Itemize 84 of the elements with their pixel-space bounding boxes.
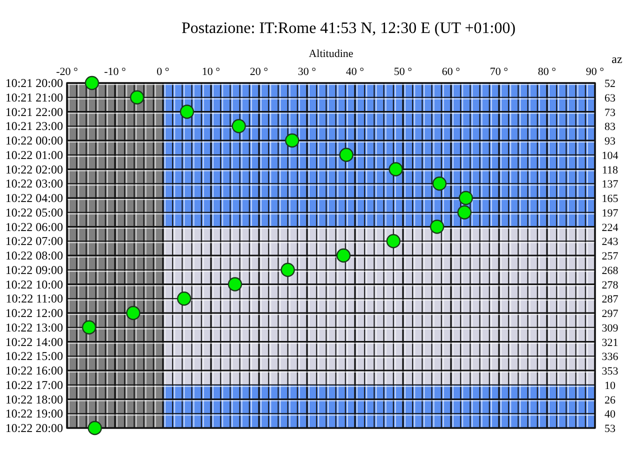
y-tick-label: 10:22 00:00 [5,134,63,148]
point [126,306,140,320]
y-tick-label: 10:21 22:00 [5,104,63,119]
y-tick-label: 10:22 08:00 [5,248,63,262]
y2-tick-label: 40 [604,408,616,421]
x-tick-label: 80 ° [538,66,556,78]
point [430,220,444,234]
y-tick-label: 10:22 11:00 [6,292,63,306]
point [280,262,295,277]
x-tick-label: -10 ° [104,66,126,78]
x-axis-title: Altitudine [308,48,354,60]
point [88,420,102,436]
y-tick-label: 10:22 04:00 [5,191,63,205]
y2-tick-label: 73 [604,106,616,119]
y-tick-label: 10:22 18:00 [5,392,63,406]
y-tick-label: 10:22 14:00 [5,334,63,349]
y2-tick-label: 297 [602,308,619,320]
y-tick-label: 10:22 03:00 [5,176,63,191]
point [177,292,192,306]
point [339,148,354,162]
x-tick-label: 60 ° [442,66,460,78]
y2-axis-title: az [612,52,622,66]
y2-tick-label: 224 [602,222,619,234]
y-tick-label: 10:21 21:00 [5,90,63,104]
y2-tick-label: 93 [604,136,616,148]
y2-tick-label: 10 [604,380,616,392]
point [336,248,351,263]
y2-tick-label: 83 [604,121,616,134]
point [388,162,403,176]
y-tick-label: 10:22 12:00 [5,306,63,320]
y2-tick-label: 137 [602,178,619,191]
y-tick-label: 10:22 17:00 [5,378,63,392]
point [232,119,246,134]
y-tick-label: 10:22 16:00 [5,364,63,378]
y2-tick-label: 243 [602,236,619,248]
x-tick-label: 0 ° [156,66,170,78]
y-tick-label: 10:22 10:00 [5,277,63,292]
point [130,90,144,104]
y-tick-label: 10:21 20:00 [5,76,63,90]
y-tick-label: 10:22 13:00 [5,320,63,334]
y-tick-label: 10:22 06:00 [5,220,63,234]
y2-tick-label: 287 [602,294,619,306]
y-tick-label: 10:22 09:00 [5,262,63,277]
x-tick-label: 30 ° [298,66,316,78]
point [82,320,96,334]
x-tick-label: 90 ° [586,66,604,78]
y2-tick-label: 118 [602,164,619,176]
y2-tick-label: 309 [602,322,619,334]
point [458,190,473,206]
y2-tick-label: 63 [604,92,616,104]
x-tick-label: 70 ° [490,66,508,78]
point [457,205,472,220]
x-tick-label: 10 ° [202,66,220,78]
y-tick-label: 10:22 19:00 [5,406,63,421]
point [84,76,100,90]
point [180,104,194,119]
y-tick-label: 10:22 15:00 [5,349,63,364]
y-tick-label: 10:22 02:00 [5,162,63,176]
x-tick-label: -20 ° [56,66,78,78]
x-tick-label: 20 ° [250,66,268,78]
y2-tick-label: 257 [602,250,619,262]
y2-tick-label: 104 [602,150,619,162]
y2-tick-label: 165 [602,193,619,205]
y2-tick-label: 26 [604,394,616,406]
chart-title: Postazione: IT:Rome 41:53 N, 12:30 E (UT +01:00) [181,20,516,37]
y2-tick-label: 53 [604,423,616,435]
x-tick-label: 50 ° [394,66,412,78]
y2-tick-label: 278 [602,279,619,292]
y2-tick-label: 336 [602,351,619,364]
y-tick-label: 10:22 01:00 [5,148,63,162]
y-tick-label: 10:22 20:00 [5,421,63,435]
y2-tick-label: 321 [602,336,618,349]
y-tick-label: 10:22 07:00 [5,234,63,248]
y2-tick-label: 197 [602,207,619,220]
y-tick-label: 10:22 05:00 [5,205,63,220]
y2-tick-label: 268 [602,264,619,277]
point [228,277,242,292]
x-tick-label: 40 ° [346,66,364,78]
y-tick-label: 10:21 23:00 [5,119,63,134]
y2-tick-label: 52 [604,78,616,90]
point [386,234,400,248]
y2-tick-label: 353 [602,366,619,378]
point [285,133,300,148]
point [432,176,447,191]
